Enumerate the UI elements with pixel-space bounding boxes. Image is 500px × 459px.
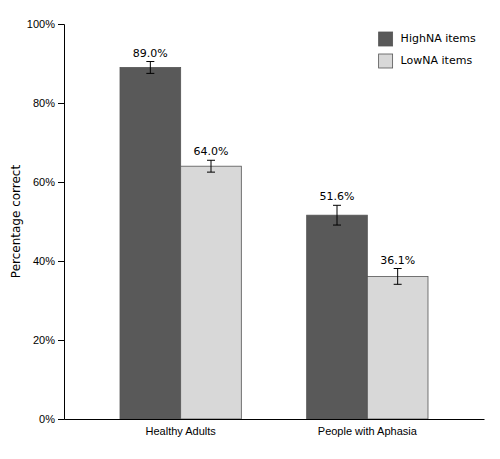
plot-area: 0% 20% 40% 60% 80% 100% Healthy Adults People w… xyxy=(27,18,485,437)
legend: HighNA items LowNA items xyxy=(379,32,476,68)
error-bar-cap xyxy=(333,225,341,226)
x-tick-label: People with Aphasia xyxy=(318,425,418,437)
legend-swatch xyxy=(379,54,393,68)
y-tick: 20% xyxy=(33,334,64,346)
bar xyxy=(367,276,428,419)
error-bar-cap xyxy=(394,284,402,285)
y-axis-title: Percentage correct xyxy=(9,165,23,279)
data-labels: 89.0% 51.6% 64.0% 36.1% xyxy=(133,47,415,267)
error-bar xyxy=(146,62,154,74)
chart: 0% 20% 40% 60% 80% 100% Healthy Adults People w… xyxy=(0,0,500,459)
y-tick-mark xyxy=(58,103,64,104)
y-tick-label: 20% xyxy=(33,334,55,346)
y-tick-mark xyxy=(58,261,64,262)
error-bar-cap xyxy=(333,205,341,206)
legend-swatch xyxy=(379,32,393,46)
error-bar-cap xyxy=(146,73,154,74)
error-bar xyxy=(207,160,215,172)
y-tick: 100% xyxy=(27,18,64,30)
data-label: 89.0% xyxy=(133,47,168,60)
y-tick: 80% xyxy=(33,97,64,109)
x-tick: Healthy Adults xyxy=(146,425,217,437)
legend-label: LowNA items xyxy=(401,54,473,67)
bar xyxy=(307,215,368,419)
y-tick: 60% xyxy=(33,176,64,188)
y-tick: 40% xyxy=(33,255,64,267)
error-bar-cap xyxy=(207,172,215,173)
y-tick: 0% xyxy=(39,413,64,425)
x-tick: People with Aphasia xyxy=(318,425,418,437)
y-tick-label: 40% xyxy=(33,255,55,267)
error-bar-cap xyxy=(146,61,154,62)
legend-label: HighNA items xyxy=(401,32,476,45)
y-tick-mark xyxy=(58,182,64,183)
error-bar-stem xyxy=(337,205,338,225)
data-label: 36.1% xyxy=(380,254,415,267)
x-tick-label: Healthy Adults xyxy=(146,425,217,437)
error-bar xyxy=(394,269,402,285)
y-axis: 0% 20% 40% 60% 80% 100% xyxy=(27,18,65,425)
x-axis: Healthy Adults People with Aphasia xyxy=(65,420,485,437)
legend-item: HighNA items xyxy=(379,32,476,46)
error-bar-cap xyxy=(394,268,402,269)
y-axis-line xyxy=(58,25,65,420)
error-bar-stem xyxy=(211,160,212,172)
y-tick-label: 100% xyxy=(27,18,55,30)
y-tick-mark xyxy=(58,24,64,25)
error-bar-stem xyxy=(150,62,151,74)
bar xyxy=(120,67,181,419)
data-label: 51.6% xyxy=(320,190,355,203)
error-bar-stem xyxy=(397,269,398,285)
x-axis-line xyxy=(65,419,485,420)
error-bar xyxy=(333,205,341,225)
y-tick-mark xyxy=(58,340,64,341)
y-tick-label: 0% xyxy=(39,413,55,425)
y-tick-mark xyxy=(58,419,64,420)
data-label: 64.0% xyxy=(194,145,229,158)
bar xyxy=(181,166,242,419)
y-tick-label: 60% xyxy=(33,176,55,188)
legend-item: LowNA items xyxy=(379,54,473,68)
bars xyxy=(120,62,428,419)
y-tick-label: 80% xyxy=(33,97,55,109)
error-bar-cap xyxy=(207,160,215,161)
